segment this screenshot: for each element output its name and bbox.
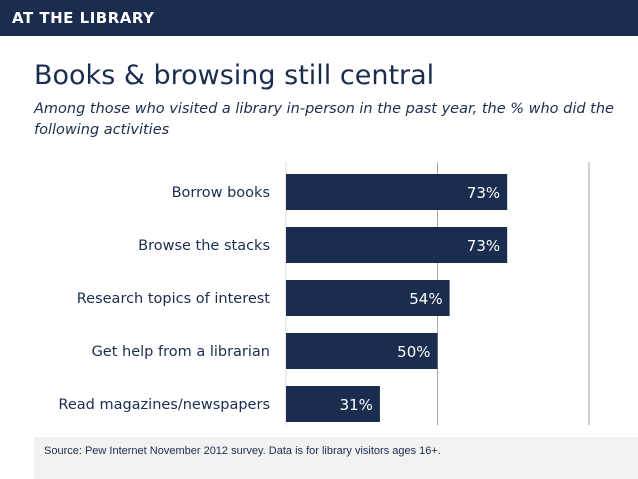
data-label: 50% xyxy=(397,343,430,361)
header-label: AT THE LIBRARY xyxy=(12,9,155,27)
source-box: Source: Pew Internet November 2012 surve… xyxy=(34,437,638,479)
category-label: Borrow books xyxy=(172,185,270,201)
bar xyxy=(286,174,508,210)
bar xyxy=(286,280,450,316)
header-bar: AT THE LIBRARY xyxy=(0,0,638,36)
category-label: Browse the stacks xyxy=(138,238,270,254)
bar xyxy=(286,227,508,263)
page-subtitle: Among those who visited a library in-per… xyxy=(34,101,614,138)
bar xyxy=(286,386,380,422)
data-label: 31% xyxy=(340,396,373,414)
category-label: Read magazines/newspapers xyxy=(58,397,270,413)
source-note: Source: Pew Internet November 2012 surve… xyxy=(44,445,441,457)
data-label: 73% xyxy=(467,237,500,255)
category-label: Get help from a librarian xyxy=(92,344,270,360)
page-title: Books & browsing still central xyxy=(34,60,435,91)
data-label: 54% xyxy=(409,290,442,308)
bar xyxy=(286,333,438,369)
data-label: 73% xyxy=(467,184,500,202)
category-label: Research topics of interest xyxy=(77,291,271,307)
